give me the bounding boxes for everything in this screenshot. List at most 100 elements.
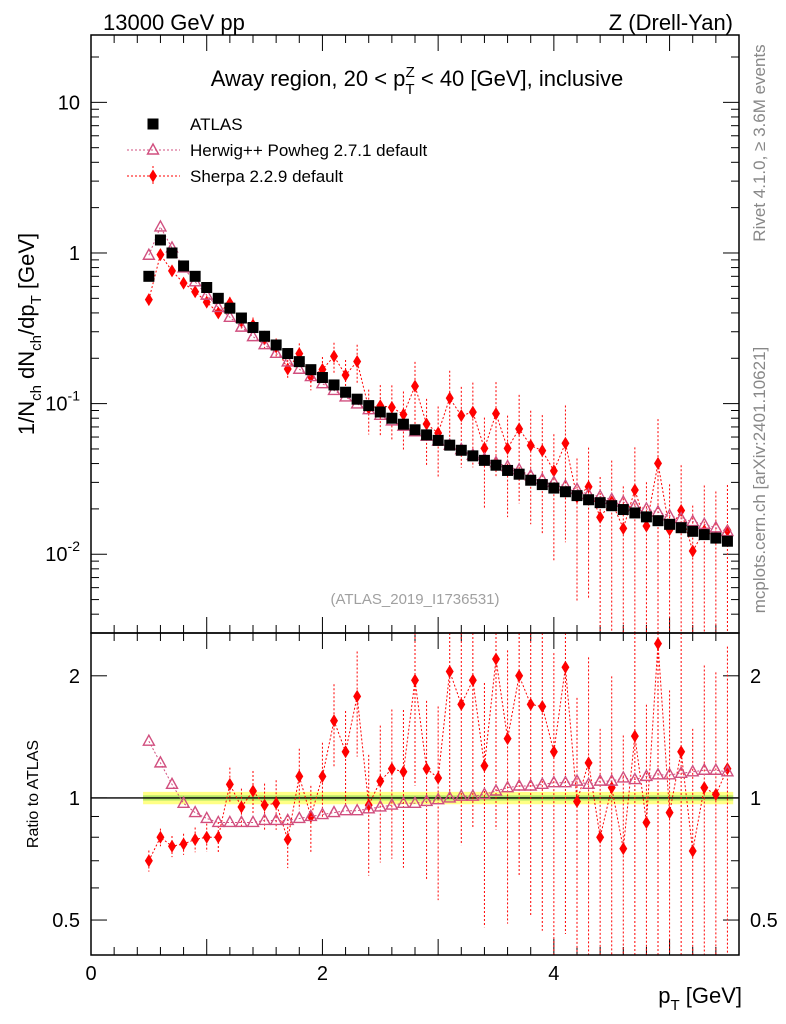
ratio-data-point: [480, 759, 489, 773]
ratio-data-point: [445, 664, 454, 678]
data-point: [490, 459, 502, 471]
data-point: [549, 464, 558, 478]
xlabel-sub: T: [670, 997, 679, 1014]
data-point: [200, 287, 214, 300]
data-point: [559, 486, 571, 498]
ratio-data-point: [639, 768, 654, 782]
ratio-data-point: [642, 815, 651, 829]
legend-marker: [149, 169, 157, 183]
legend-label: Herwig++ Powheg 2.7.1 default: [190, 141, 427, 160]
ratio-data-point: [234, 815, 249, 828]
xlabel-unit: [GeV]: [680, 983, 742, 1008]
y-tick-mantissa: 10: [45, 544, 67, 566]
ratio-data-point: [593, 773, 607, 786]
series-line: [148, 253, 728, 553]
ratio-data-point: [330, 714, 338, 728]
ratio-data-point: [434, 771, 443, 785]
data-point: [259, 330, 271, 342]
data-point: [583, 494, 595, 506]
ratio-data-point: [538, 700, 547, 714]
data-point: [143, 270, 155, 282]
data-point: [513, 468, 525, 480]
y-axis-label: 1/Nch dNch/dpT [GeV]: [14, 233, 45, 435]
ratio-data-point: [385, 797, 399, 810]
ratio-data-point: [558, 775, 573, 788]
mcplots-label: mcplots.cern.ch [arXiv:2401.10621]: [750, 347, 769, 613]
ratio-data-point: [200, 810, 214, 824]
data-point: [687, 525, 699, 537]
data-point: [686, 514, 700, 527]
data-point: [457, 409, 466, 423]
data-point: [432, 434, 444, 446]
ratio-data-point: [503, 732, 512, 746]
xlabel-main: p: [658, 983, 670, 1008]
ratio-data-point: [651, 767, 665, 780]
ratio-data-point: [686, 764, 700, 777]
data-point: [445, 391, 454, 405]
ratio-data-point: [535, 776, 549, 790]
ratio-data-point: [153, 755, 168, 768]
ratio-data-point: [468, 673, 477, 687]
x-tick-label: 2: [317, 963, 328, 985]
legend-label: ATLAS: [190, 115, 243, 134]
ratio-data-point: [524, 778, 538, 791]
y-tick-mantissa: 10: [45, 394, 67, 416]
ratio-y-tick-label: 2: [69, 666, 80, 688]
data-point: [340, 386, 352, 398]
data-point: [723, 523, 732, 537]
main-data-marks: [142, 219, 735, 633]
data-point: [191, 285, 200, 299]
data-point: [688, 544, 697, 558]
data-point: [468, 405, 477, 419]
ratio-data-point: [526, 697, 535, 711]
data-point: [548, 482, 560, 494]
data-point: [328, 379, 340, 391]
data-point: [594, 497, 606, 509]
ratio-data-point: [260, 798, 269, 812]
data-point: [721, 535, 733, 547]
ratio-data-point: [327, 805, 341, 818]
ratio-data-point: [223, 815, 237, 828]
ratio-data-point: [477, 786, 492, 800]
ratio-data-point: [654, 637, 662, 651]
data-point: [142, 247, 156, 260]
data-point: [503, 441, 512, 455]
data-point: [168, 264, 176, 278]
data-point: [189, 270, 201, 282]
data-point: [386, 412, 398, 424]
data-point: [675, 522, 687, 534]
ratio-data-point: [214, 830, 223, 844]
ratio-data-point: [443, 790, 457, 803]
ratio-data-point: [723, 762, 732, 776]
data-point: [630, 483, 639, 497]
ratio-data-point: [269, 812, 283, 826]
data-point: [211, 299, 225, 313]
ratio-data-point: [295, 769, 304, 783]
data-point: [640, 511, 652, 523]
data-point: [596, 510, 605, 524]
data-point: [467, 450, 479, 462]
series-line: [148, 225, 728, 532]
ratio-data-point: [211, 815, 225, 828]
ratio-data-point: [549, 745, 558, 759]
data-point: [270, 339, 282, 351]
data-point: [330, 349, 338, 363]
data-point: [422, 417, 431, 431]
data-point: [292, 361, 306, 374]
ratio-data-point: [515, 669, 524, 683]
data-point: [561, 436, 570, 450]
ratio-data-point: [512, 778, 526, 791]
data-point: [179, 276, 188, 290]
data-point: [223, 309, 237, 323]
x-tick-label: 4: [548, 963, 559, 985]
data-point: [246, 329, 260, 342]
data-point: [144, 293, 153, 307]
ratio-data-point: [454, 788, 468, 801]
ratio-data-point: [396, 795, 411, 808]
ratio-data-point: [350, 803, 364, 816]
ratio-data-point: [547, 775, 561, 788]
ylabel-part-6: [GeV]: [14, 233, 39, 295]
data-point: [698, 529, 710, 541]
ratio-data-point: [249, 784, 257, 798]
